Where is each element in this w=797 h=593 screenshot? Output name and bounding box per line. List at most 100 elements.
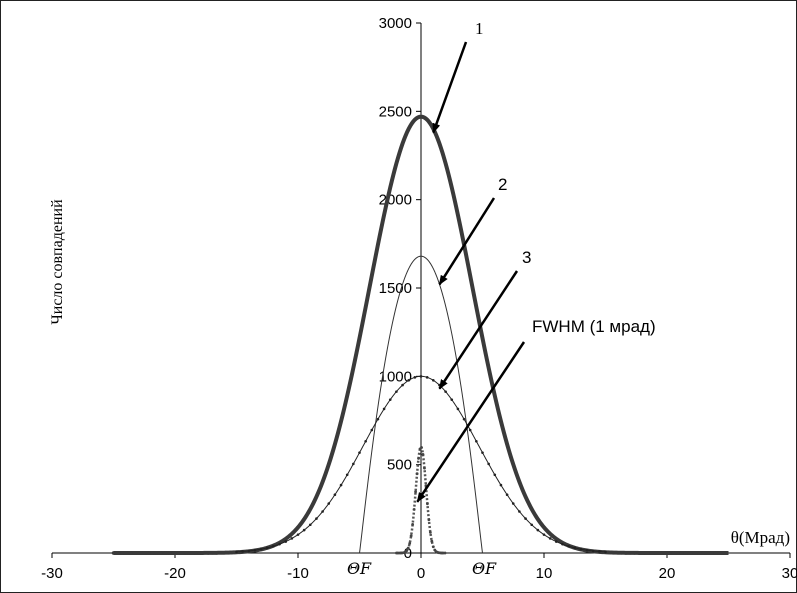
- series-3-point: [475, 439, 478, 443]
- annotation-arrow: [416, 341, 526, 503]
- series-3-point: [272, 544, 275, 548]
- series-1-point: [688, 551, 693, 555]
- series-3-point: [604, 550, 607, 554]
- series-1-point: [176, 551, 180, 555]
- series-3-point: [591, 549, 595, 553]
- series-fwhm-point: [431, 545, 435, 549]
- series-3-point: [259, 547, 263, 551]
- y-tick-label: 3000: [379, 15, 412, 32]
- x-tick-label: -30: [41, 565, 63, 582]
- annotation-arrow: [438, 197, 496, 286]
- axes: [51, 22, 791, 558]
- series-1-point: [645, 551, 650, 555]
- y-axis-title: Число совпадений: [49, 199, 66, 325]
- series-3-point: [327, 502, 331, 505]
- series-1-point: [679, 551, 684, 555]
- series-1-point: [146, 551, 150, 555]
- series-1-point: [124, 551, 129, 555]
- series-3-point: [542, 533, 546, 536]
- series-3-point: [358, 451, 361, 454]
- series-fwhm-point: [409, 534, 413, 538]
- series-3-point: [481, 451, 484, 454]
- series-fwhm-point: [428, 530, 432, 534]
- series-3-point: [235, 550, 238, 554]
- series-1-point: [150, 551, 155, 555]
- series-3-point: [579, 547, 583, 551]
- series-3-point: [530, 523, 533, 527]
- series-1-point: [654, 551, 658, 555]
- series-3-point: [370, 428, 374, 432]
- series-1-point: [667, 551, 671, 555]
- series-3-point: [315, 517, 318, 520]
- series-3-point: [241, 550, 244, 553]
- series-3-point: [413, 376, 417, 379]
- annotation-label: FWHM (1 мрад): [532, 317, 656, 336]
- series-3-point: [284, 540, 288, 543]
- series-3-point: [376, 417, 380, 421]
- series-3-point: [598, 550, 601, 553]
- series-3-point: [364, 439, 367, 443]
- series-fwhm-point: [421, 453, 425, 456]
- series-fwhm-point: [408, 541, 412, 545]
- series-1-point: [705, 551, 710, 555]
- series-3-point: [302, 528, 306, 532]
- series-group: [111, 114, 729, 555]
- series-1-point: [184, 551, 189, 555]
- y-tick-label: 0: [404, 545, 412, 562]
- series-fwhm-point: [412, 508, 416, 511]
- series-3-point: [468, 428, 472, 432]
- series-1-point: [193, 551, 198, 555]
- series-fwhm-point: [414, 490, 417, 494]
- series-fwhm-point: [415, 472, 419, 476]
- series-3-point: [345, 473, 349, 477]
- series-3-point: [290, 537, 294, 540]
- series-3-point: [505, 493, 509, 497]
- series-1-point: [697, 551, 701, 555]
- y-tick-label: 1500: [379, 280, 412, 297]
- series-3-point: [561, 542, 564, 546]
- series-1-point: [723, 551, 727, 555]
- y-tick-label: 2000: [379, 192, 412, 209]
- series-3-point: [450, 398, 454, 401]
- series-2-line: [359, 255, 483, 554]
- x-tick-label: -20: [164, 565, 186, 582]
- series-3-point: [401, 383, 404, 387]
- series-fwhm-point: [406, 546, 410, 550]
- series-3-point: [511, 502, 515, 505]
- series-1-point: [636, 551, 641, 555]
- series-1-point: [714, 551, 718, 555]
- series-1-point: [662, 551, 667, 555]
- series-3-point: [296, 533, 300, 536]
- series-1-point: [227, 550, 232, 555]
- y-tick-label: 500: [387, 457, 412, 474]
- series-1-point: [210, 551, 215, 555]
- x-tick-label: 0: [417, 565, 425, 582]
- x-tick-label: -10: [287, 565, 309, 582]
- series-3-point: [487, 462, 490, 466]
- series-1-point: [202, 551, 206, 555]
- series-fwhm-point: [411, 523, 415, 526]
- series-3-point: [518, 510, 521, 513]
- series-fwhm-point: [417, 456, 420, 460]
- series-3-point: [555, 540, 558, 543]
- series-1-point: [632, 551, 637, 555]
- annotation-label: 1: [475, 19, 484, 38]
- series-1-point: [206, 551, 211, 555]
- x-axis-title: θ(Мрад): [731, 528, 790, 547]
- annotation-arrow: [432, 41, 468, 134]
- series-1-point: [159, 551, 163, 555]
- series-1-point: [611, 550, 615, 555]
- series-3-point: [253, 548, 257, 552]
- series-1-point: [215, 551, 219, 555]
- series-3-point: [278, 542, 281, 546]
- series-fwhm-point: [425, 502, 429, 506]
- series-1-point: [701, 551, 706, 555]
- series-1-point: [628, 551, 632, 555]
- series-3-point: [247, 549, 251, 553]
- x-tick-label: 10: [536, 565, 553, 582]
- series-3-point: [524, 517, 527, 520]
- series-3-point: [444, 390, 447, 393]
- series-3-point: [573, 546, 577, 550]
- x-tick-label: 20: [659, 565, 676, 582]
- series-3-point: [382, 407, 386, 411]
